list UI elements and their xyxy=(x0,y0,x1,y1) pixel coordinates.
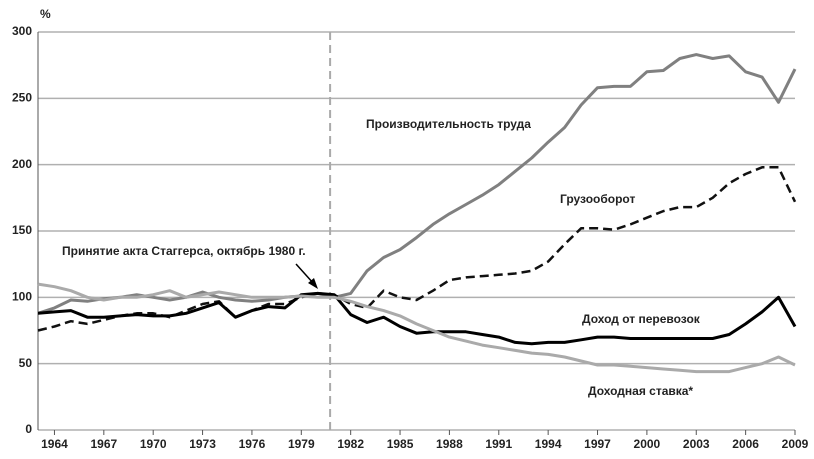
x-tick-label: 1997 xyxy=(584,437,611,451)
x-tick-label: 1979 xyxy=(288,437,315,451)
y-tick-label: 200 xyxy=(12,157,32,171)
y-tick-label: 150 xyxy=(12,223,32,237)
y-tick-label: 100 xyxy=(12,290,32,304)
series-line xyxy=(37,291,797,346)
y-unit: % xyxy=(40,7,51,21)
x-tick-label: 2009 xyxy=(782,437,809,451)
x-tick-label: 1994 xyxy=(535,437,562,451)
annotation: Принятие акта Стаггерса, октябрь 1980 г. xyxy=(62,244,306,258)
annotation-arrowhead xyxy=(308,278,318,289)
x-tick-label: 2003 xyxy=(683,437,710,451)
x-tick-label: 2000 xyxy=(634,437,661,451)
x-tick-label: 1964 xyxy=(41,437,68,451)
y-tick-label: 300 xyxy=(12,24,32,38)
x-tick-label: 1976 xyxy=(239,437,266,451)
series-line xyxy=(37,282,796,374)
series-label: Доходная ставка* xyxy=(588,384,693,398)
x-tick-label: 1982 xyxy=(337,437,364,451)
y-tick-label: 0 xyxy=(25,422,32,436)
x-tick-label: 1973 xyxy=(189,437,216,451)
y-tick-label: 250 xyxy=(12,91,32,105)
x-tick-label: 1970 xyxy=(140,437,167,451)
series-line xyxy=(37,53,797,315)
x-tick-label: 1967 xyxy=(90,437,117,451)
x-tick-label: 1988 xyxy=(436,437,463,451)
x-tick-label: 2006 xyxy=(732,437,759,451)
x-tick-label: 1985 xyxy=(387,437,414,451)
series-label: Производительность труда xyxy=(366,117,531,131)
series-label: Доход от перевозок xyxy=(582,312,701,326)
x-tick-label: 1991 xyxy=(485,437,512,451)
series-label: Грузооборот xyxy=(560,192,635,206)
y-tick-label: 50 xyxy=(19,356,33,370)
